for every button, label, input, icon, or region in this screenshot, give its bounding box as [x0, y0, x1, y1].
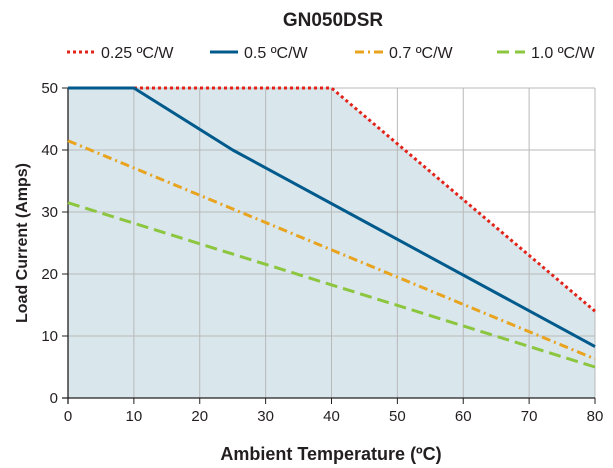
- legend: 0.25 ºC/W 0.5 ºC/W 0.7 ºC/W 1.0 ºC/W: [67, 45, 596, 62]
- x-tick-label: 0: [64, 408, 72, 425]
- x-tick-label: 30: [257, 408, 274, 425]
- y-tick-label: 30: [41, 204, 58, 221]
- x-tick-label: 10: [126, 408, 143, 425]
- y-axis-title: Load Current (Amps): [14, 163, 31, 323]
- legend-label: 0.7 ºC/W: [389, 45, 454, 62]
- x-axis-title: Ambient Temperature (ºC): [220, 444, 441, 464]
- y-tick-label: 40: [41, 142, 58, 159]
- x-tick-label: 50: [389, 408, 406, 425]
- y-tick-label: 50: [41, 80, 58, 97]
- x-tick-label: 80: [587, 408, 604, 425]
- series-line: [68, 86, 596, 313]
- plot-area: 0 10 20 30 40 50 60 70 80 0 10 20 30 40 50: [41, 80, 603, 425]
- legend-label: 1.0 ºC/W: [531, 45, 596, 62]
- legend-label: 0.25 ºC/W: [101, 45, 174, 62]
- series-line: [68, 86, 596, 348]
- x-tick-label: 20: [191, 408, 208, 425]
- series-line: [67, 201, 596, 369]
- y-tick-label: 10: [41, 328, 58, 345]
- x-tick-label: 70: [521, 408, 538, 425]
- y-tick-label: 0: [50, 390, 58, 407]
- x-tick-label: 60: [455, 408, 472, 425]
- series-line: [67, 139, 596, 361]
- x-tick-label: 40: [323, 408, 340, 425]
- chart-title: GN050DSR: [283, 10, 384, 31]
- y-tick-label: 20: [41, 266, 58, 283]
- legend-label: 0.5 ºC/W: [244, 45, 309, 62]
